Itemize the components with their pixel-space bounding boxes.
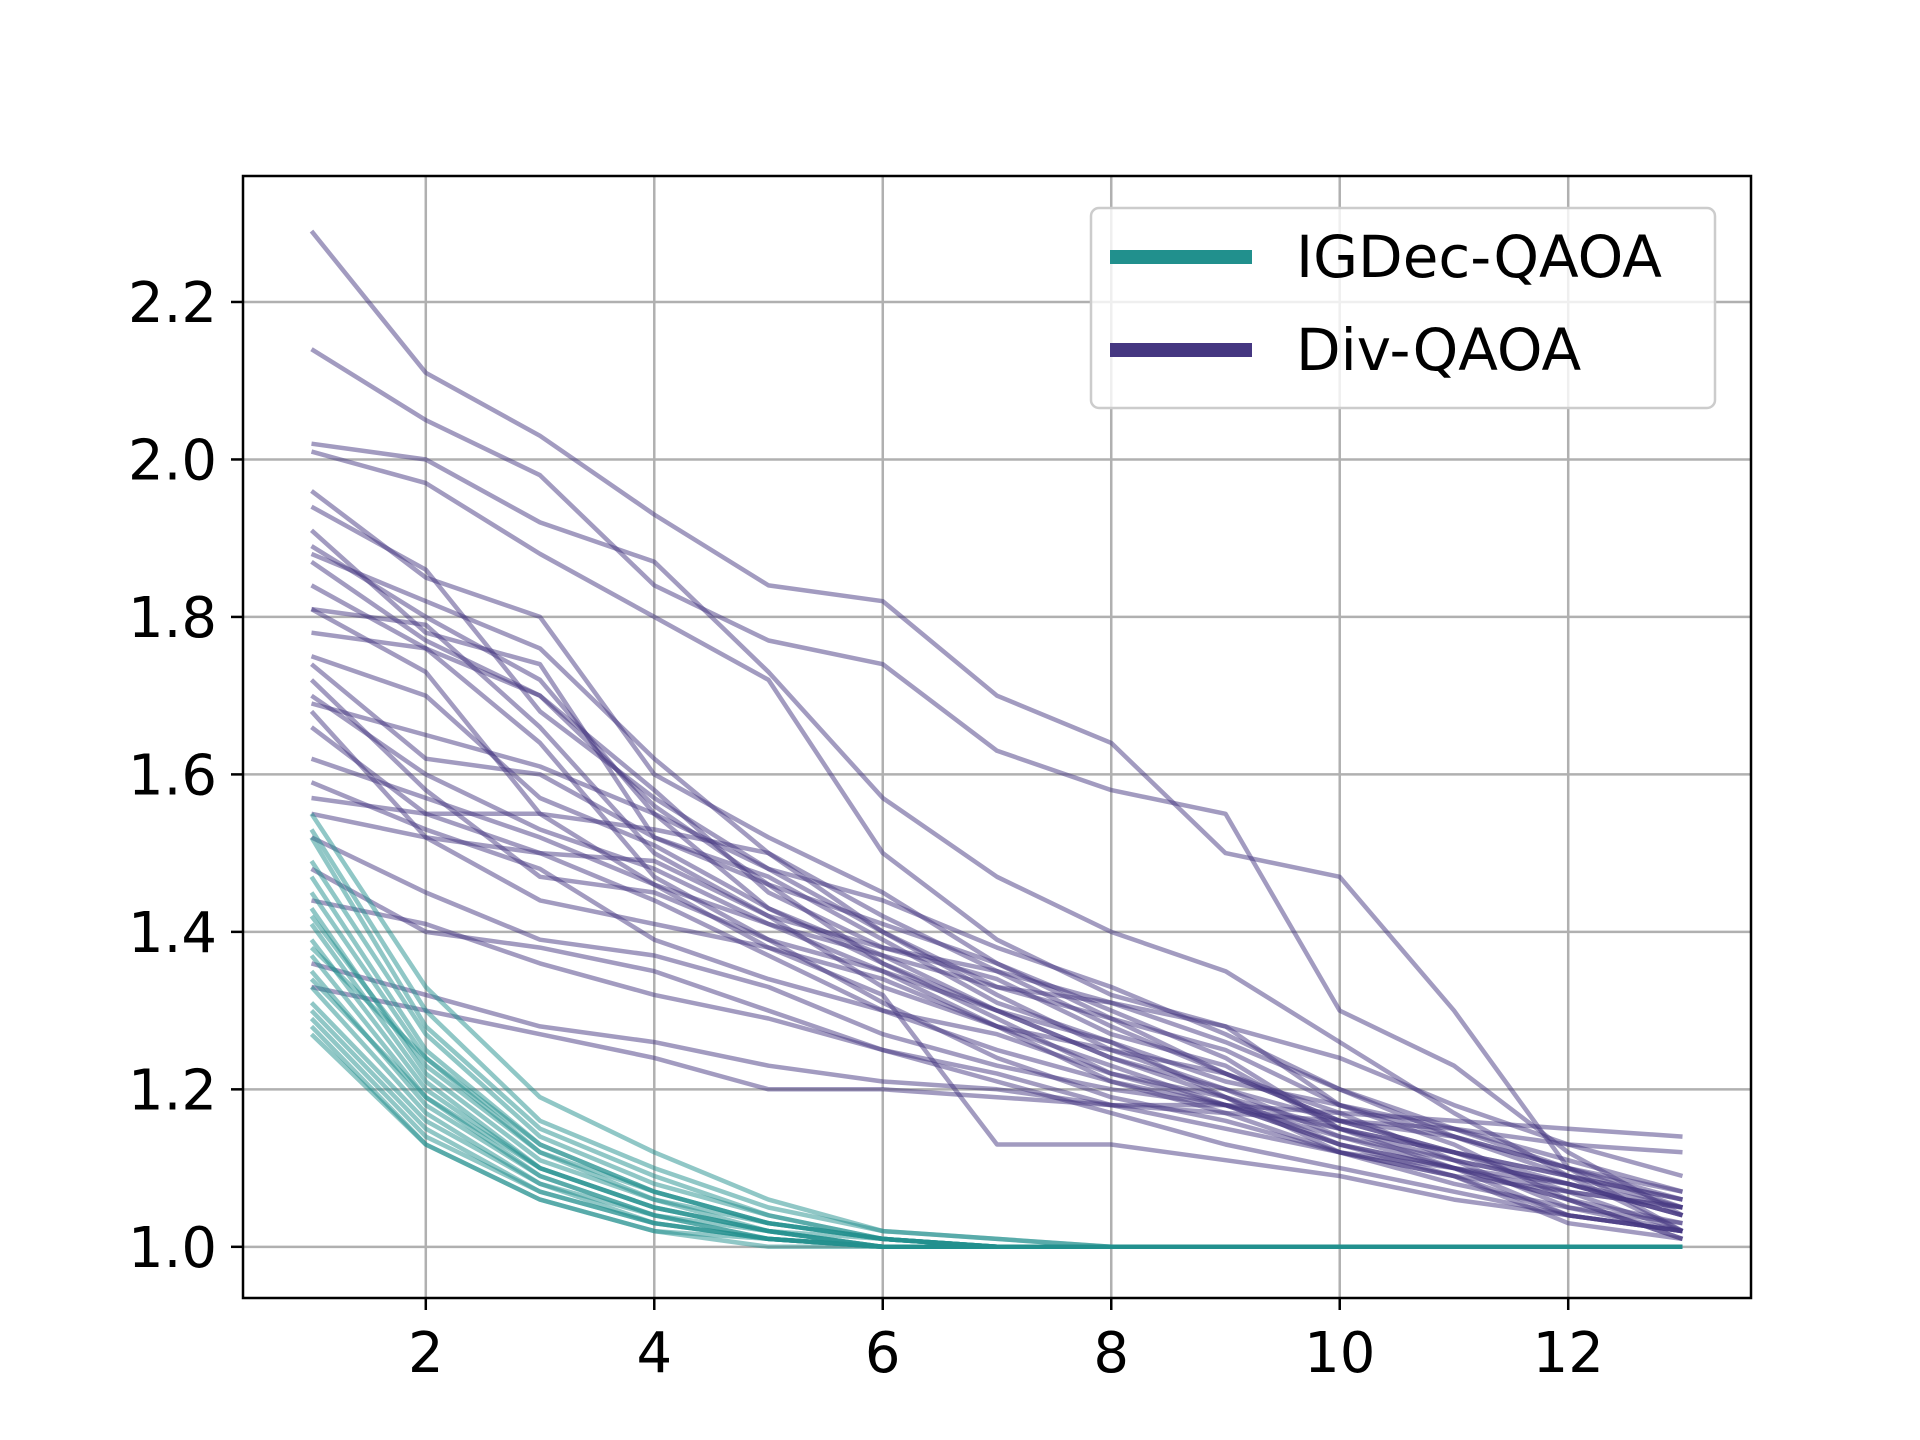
series-line-igdec-qaoa-49 xyxy=(309,945,1683,1250)
series-line-div-qaoa-29 xyxy=(310,756,1683,1234)
legend-label-div-qaoa: Div-QAOA xyxy=(1296,316,1582,384)
series-line-div-qaoa-1 xyxy=(310,347,1684,1218)
x-tick-label: 10 xyxy=(1304,1321,1375,1386)
axis-ticks: 2 4 6 8 10 12 1.0 1.2 1.4 1.6 1.8 2.0 2.2 xyxy=(128,271,1604,1386)
x-tick-label: 2 xyxy=(408,1321,444,1386)
y-tick-label: 1.4 xyxy=(128,901,217,966)
series-line-div-qaoa-27 xyxy=(310,961,1683,1155)
series-line-div-qaoa-2 xyxy=(311,441,1684,1234)
x-tick-label: 6 xyxy=(865,1321,901,1386)
series-line-div-qaoa-26 xyxy=(311,898,1683,1234)
plot-frame xyxy=(241,174,1753,1300)
legend: IGDec-QAOA Div-QAOA xyxy=(1089,206,1717,410)
x-tick-label: 4 xyxy=(636,1321,672,1386)
series-line-div-qaoa-28 xyxy=(311,984,1683,1139)
series-line-div-qaoa-3 xyxy=(310,449,1684,1242)
y-tick-label: 2.0 xyxy=(128,428,217,493)
series-lines xyxy=(309,229,1684,1250)
x-tick-label: 8 xyxy=(1093,1321,1129,1386)
y-tick-label: 1.8 xyxy=(128,586,217,651)
series-line-div-qaoa-24 xyxy=(310,835,1683,1202)
series-line-div-qaoa-21 xyxy=(310,780,1683,1210)
series-line-div-qaoa-22 xyxy=(311,795,1683,1194)
x-tick-label: 12 xyxy=(1533,1321,1604,1386)
series-line-div-qaoa-0 xyxy=(309,229,1684,1234)
y-tick-label: 1.2 xyxy=(128,1058,217,1123)
series-line-div-qaoa-23 xyxy=(311,811,1684,1179)
series-line-div-qaoa-25 xyxy=(310,866,1683,1210)
y-tick-label: 1.6 xyxy=(128,743,217,808)
legend-label-igdec-qaoa: IGDec-QAOA xyxy=(1296,223,1662,291)
y-tick-label: 2.2 xyxy=(128,271,217,336)
y-tick-label: 1.0 xyxy=(128,1216,217,1281)
